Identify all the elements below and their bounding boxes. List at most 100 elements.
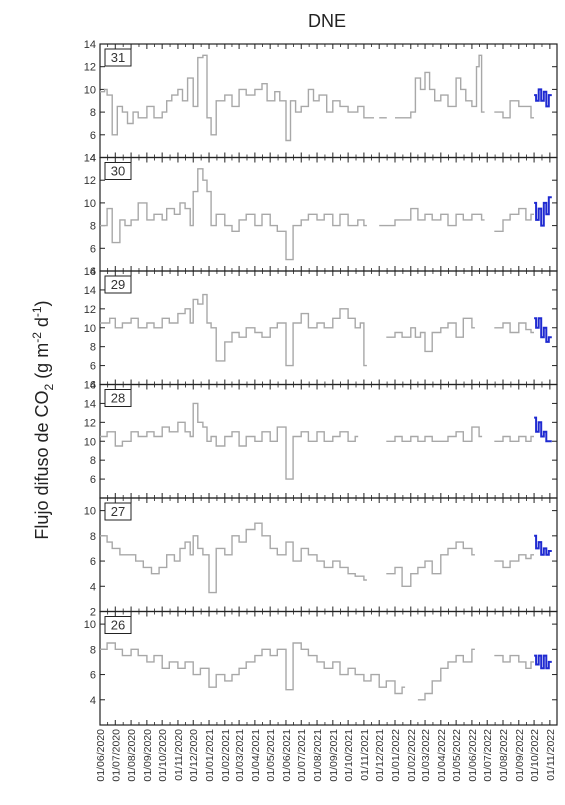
panel-27: 2 4 6 8 10 27	[84, 497, 558, 619]
series-line-recent	[534, 416, 552, 443]
y-axis-label-sub: 2	[42, 383, 56, 390]
x-tick-label: 01/02/2021	[220, 729, 232, 782]
panel-label: 26	[104, 616, 132, 634]
x-tick-label: 01/08/2021	[312, 729, 324, 782]
panel-label-text: 26	[111, 618, 125, 633]
y-tick-label: 2	[90, 607, 96, 619]
y-tick-label: 10	[84, 84, 96, 96]
x-tick-label: 01/06/2022	[467, 729, 479, 782]
panel-label-box	[104, 389, 132, 407]
y-tick-label: 6	[90, 670, 96, 682]
panel-label: 31	[104, 48, 132, 67]
x-tick-label: 01/01/2021	[204, 729, 216, 782]
x-tick-label: 01/03/2021	[234, 729, 246, 782]
x-axis: 01/06/2020 01/07/2020 01/08/2020 01/09/2020…	[95, 729, 557, 782]
y-tick-label: 8	[90, 221, 96, 233]
x-tick-label: 01/10/2022	[529, 729, 541, 782]
series-line-recent	[534, 196, 552, 227]
x-tick-label: 01/08/2022	[498, 729, 510, 782]
y-tick-label: 14	[84, 285, 96, 297]
y-axis-label-units-mid: d	[32, 317, 52, 332]
y-tick-label: 12	[84, 62, 96, 74]
y-axis-label-units-open: (g m	[32, 343, 52, 384]
panel-label: 29	[104, 275, 132, 294]
x-tick-label: 01/11/2020	[173, 729, 185, 781]
x-tick-label: 01/11/2022	[545, 729, 557, 781]
panel-label-text: 29	[111, 277, 125, 292]
panel-29: 4 6 8 10 12 14 16 29	[84, 266, 558, 392]
y-tick-label: 8	[90, 342, 96, 354]
y-tick-label: 10	[84, 436, 96, 448]
y-axis-label-sup1: -2	[30, 332, 44, 343]
series-line-historical	[494, 322, 534, 334]
x-tick-label: 01/09/2021	[328, 729, 340, 782]
y-tick-label: 16	[84, 380, 96, 392]
x-tick-label: 01/07/2022	[482, 729, 494, 782]
x-tick-label: 01/06/2021	[281, 729, 293, 782]
panel-label-box	[104, 48, 132, 67]
y-tick-label: 8	[90, 644, 96, 656]
y-tick-label: 12	[84, 417, 96, 429]
y-tick-label: 4	[90, 380, 96, 392]
y-tick-label: 4	[90, 153, 96, 165]
y-tick-label: 14	[84, 398, 96, 410]
panel-label-text: 30	[111, 164, 125, 179]
y-tick-label: 12	[84, 175, 96, 187]
x-tick-label: 01/06/2020	[95, 729, 107, 782]
panel-label-text: 31	[111, 50, 125, 65]
x-tick-label: 01/08/2020	[126, 729, 138, 782]
y-tick-label: 6	[90, 130, 96, 142]
x-tick-label: 01/10/2021	[343, 729, 355, 782]
series-line-historical	[494, 207, 534, 232]
panel-label: 28	[104, 389, 132, 407]
panel-frame	[99, 610, 558, 726]
panel-26: 4 6 8 10 26	[84, 610, 558, 726]
chart-title: DNE	[308, 11, 346, 31]
series-line-historical	[386, 317, 475, 353]
panel-label-text: 28	[111, 391, 125, 406]
x-tick-label: 01/11/2021	[359, 729, 371, 781]
x-tick-label: 01/05/2021	[265, 729, 277, 782]
series-line-historical	[379, 207, 485, 227]
panel-label-text: 27	[111, 504, 125, 519]
panel-label-box	[104, 162, 132, 180]
y-tick-label: 4	[90, 695, 96, 707]
series-line-historical	[100, 402, 359, 480]
series-line-historical	[494, 100, 534, 119]
panel-label: 27	[104, 502, 132, 521]
y-tick-label: 6	[90, 474, 96, 486]
y-tick-label: 16	[84, 266, 96, 278]
x-tick-label: 01/01/2022	[390, 729, 402, 782]
panel-28: 6 8 10 12 14 16 28	[84, 380, 558, 499]
series-line-historical	[386, 541, 475, 587]
series-line-recent	[534, 88, 552, 108]
series-line-historical	[494, 554, 534, 569]
series-line-historical	[494, 435, 534, 442]
y-axis-label-units-close: )	[32, 300, 52, 306]
y-tick-label: 6	[90, 556, 96, 568]
y-tick-label: 10	[84, 506, 96, 518]
x-tick-label: 01/09/2020	[142, 729, 154, 782]
series-line-historical	[100, 54, 374, 142]
series-line-historical	[386, 426, 483, 442]
y-tick-label: 12	[84, 304, 96, 316]
panel-label-box	[104, 616, 132, 634]
series-line-historical	[494, 654, 534, 669]
panel-31: 4 6 8 10 12 14 31	[84, 39, 558, 165]
x-tick-label: 01/09/2022	[514, 729, 526, 782]
x-tick-label: 01/04/2022	[436, 729, 448, 782]
y-axis-label: Flujo difuso de CO2 (g m-2 d-1)	[30, 300, 56, 539]
y-tick-label: 6	[90, 361, 96, 373]
x-tick-label: 01/07/2020	[110, 729, 122, 782]
x-tick-label: 01/10/2020	[157, 729, 169, 782]
x-tick-label: 01/05/2022	[451, 729, 463, 782]
y-tick-label: 8	[90, 531, 96, 543]
series-line-historical	[395, 54, 485, 119]
panel-30: 4 6 8 10 12 14 30	[84, 153, 558, 278]
y-tick-label: 4	[90, 266, 96, 278]
y-tick-label: 8	[90, 107, 96, 119]
x-tick-label: 01/12/2020	[188, 729, 200, 782]
series-line-historical	[100, 522, 367, 594]
panel-label-box	[104, 502, 132, 521]
